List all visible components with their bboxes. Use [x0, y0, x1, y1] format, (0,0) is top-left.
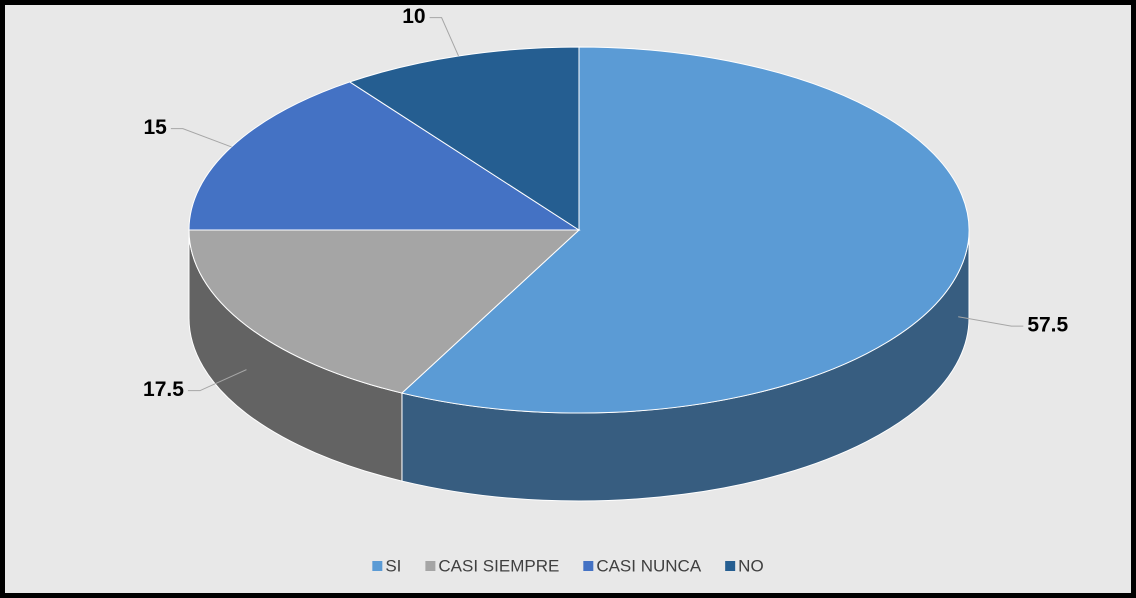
legend-label: CASI NUNCA [596, 556, 702, 575]
legend-swatch [725, 561, 736, 571]
leader-line [958, 316, 1024, 327]
legend-label: CASI SIEMPRE [438, 556, 559, 575]
legend-swatch [583, 561, 594, 571]
leader-line [429, 17, 459, 57]
data-label: 17.5 [143, 378, 184, 401]
data-label: 57.5 [1027, 314, 1068, 337]
data-label: 15 [143, 116, 167, 139]
pie-slice [188, 229, 581, 394]
leader-line [187, 369, 247, 392]
pie-slice [348, 46, 580, 231]
leader-line [170, 128, 232, 148]
legend-swatch [372, 561, 383, 571]
legend: SI CASI SIEMPRE CASI NUNCA NO [372, 556, 764, 575]
data-label: 10 [402, 5, 425, 28]
legend-label: SI [385, 556, 401, 575]
legend-swatch [425, 561, 436, 571]
pie-slice [400, 46, 970, 414]
legend-label: NO [738, 556, 764, 575]
pie-slice [188, 81, 581, 231]
